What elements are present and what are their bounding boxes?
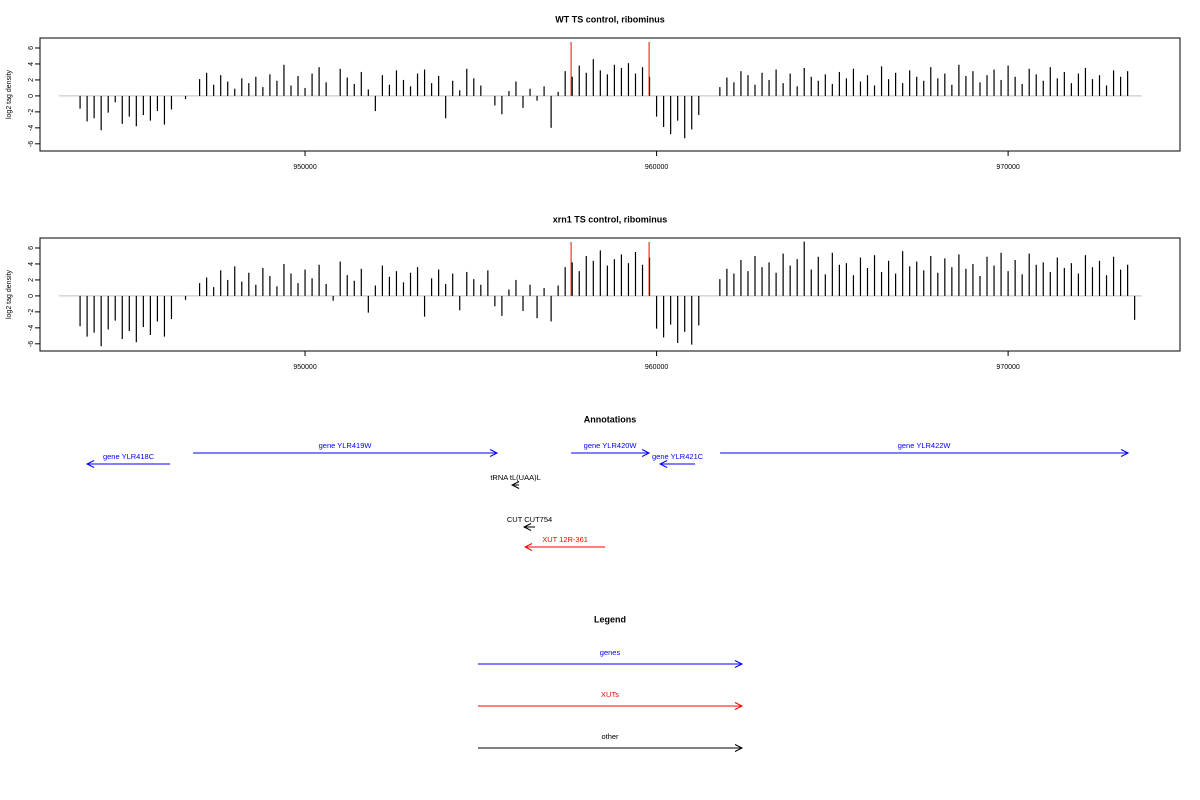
annotation: gene YLR418C: [85, 452, 171, 468]
annotations-title: Annotations: [584, 414, 637, 424]
annotation-label: gene YLR421C: [652, 452, 704, 461]
y-tick-label: -4: [28, 325, 35, 331]
annotation: CUT CUT754: [507, 515, 552, 531]
legend-arrow-head: [734, 660, 744, 668]
y-tick-label: 0: [28, 94, 35, 98]
y-tick-label: 6: [28, 246, 35, 250]
annotation: tRNA tL(UAA)L: [490, 473, 541, 489]
annotation-label: gene YLR422W: [898, 441, 952, 450]
y-tick-label: -2: [28, 109, 35, 115]
y-axis-label: log2 tag density: [6, 69, 13, 119]
annotation-arrow-head: [658, 460, 668, 468]
annotation-label: CUT CUT754: [507, 515, 552, 524]
x-tick-label: 950000: [293, 364, 316, 371]
legend-label: other: [601, 732, 619, 741]
annotation-arrow-head: [523, 543, 533, 551]
y-tick-label: 6: [28, 46, 35, 50]
annotation: gene YLR419W: [193, 441, 499, 457]
annotation: gene YLR421C: [652, 452, 704, 468]
legend-arrow-head: [734, 744, 744, 752]
x-tick-label: 970000: [996, 164, 1019, 171]
y-tick-label: 0: [28, 294, 35, 298]
y-tick-label: -4: [28, 125, 35, 131]
annotation-label: XUT 12R-361: [542, 535, 588, 544]
annotation-label: tRNA tL(UAA)L: [490, 473, 540, 482]
annotation-arrow-head: [1120, 449, 1130, 457]
annotation-label: gene YLR419W: [319, 441, 373, 450]
x-tick-label: 960000: [645, 364, 668, 371]
y-tick-label: 4: [28, 62, 35, 66]
panel-title: xrn1 TS control, ribominus: [553, 214, 668, 224]
y-tick-label: 2: [28, 78, 35, 82]
annotation: XUT 12R-361: [523, 535, 606, 551]
y-axis-label: log2 tag density: [6, 269, 13, 319]
annotation-arrow-head: [85, 460, 95, 468]
annotation: gene YLR420W: [571, 441, 651, 457]
x-tick-label: 970000: [996, 364, 1019, 371]
annotation-label: gene YLR420W: [584, 441, 638, 450]
plot-frame: [39, 237, 1181, 352]
annotation-arrow-head: [489, 449, 499, 457]
legend-label: genes: [600, 648, 621, 657]
annotation-label: gene YLR418C: [103, 452, 155, 461]
x-tick-label: 950000: [293, 164, 316, 171]
y-tick-label: -2: [28, 309, 35, 315]
annotation: gene YLR422W: [720, 441, 1130, 457]
x-tick-label: 960000: [645, 164, 668, 171]
legend-title: Legend: [594, 614, 626, 624]
y-tick-label: 2: [28, 278, 35, 282]
annotation-arrow-head: [641, 449, 651, 457]
legend-arrow-head: [734, 702, 744, 710]
y-tick-label: -6: [28, 341, 35, 347]
y-tick-label: -6: [28, 141, 35, 147]
plot-frame: [39, 37, 1181, 152]
panel-title: WT TS control, ribominus: [555, 14, 665, 24]
y-tick-label: 4: [28, 262, 35, 266]
annotation-arrow-head: [522, 523, 532, 531]
legend-label: XUTs: [601, 690, 619, 699]
annotation-arrow-head: [510, 481, 520, 489]
